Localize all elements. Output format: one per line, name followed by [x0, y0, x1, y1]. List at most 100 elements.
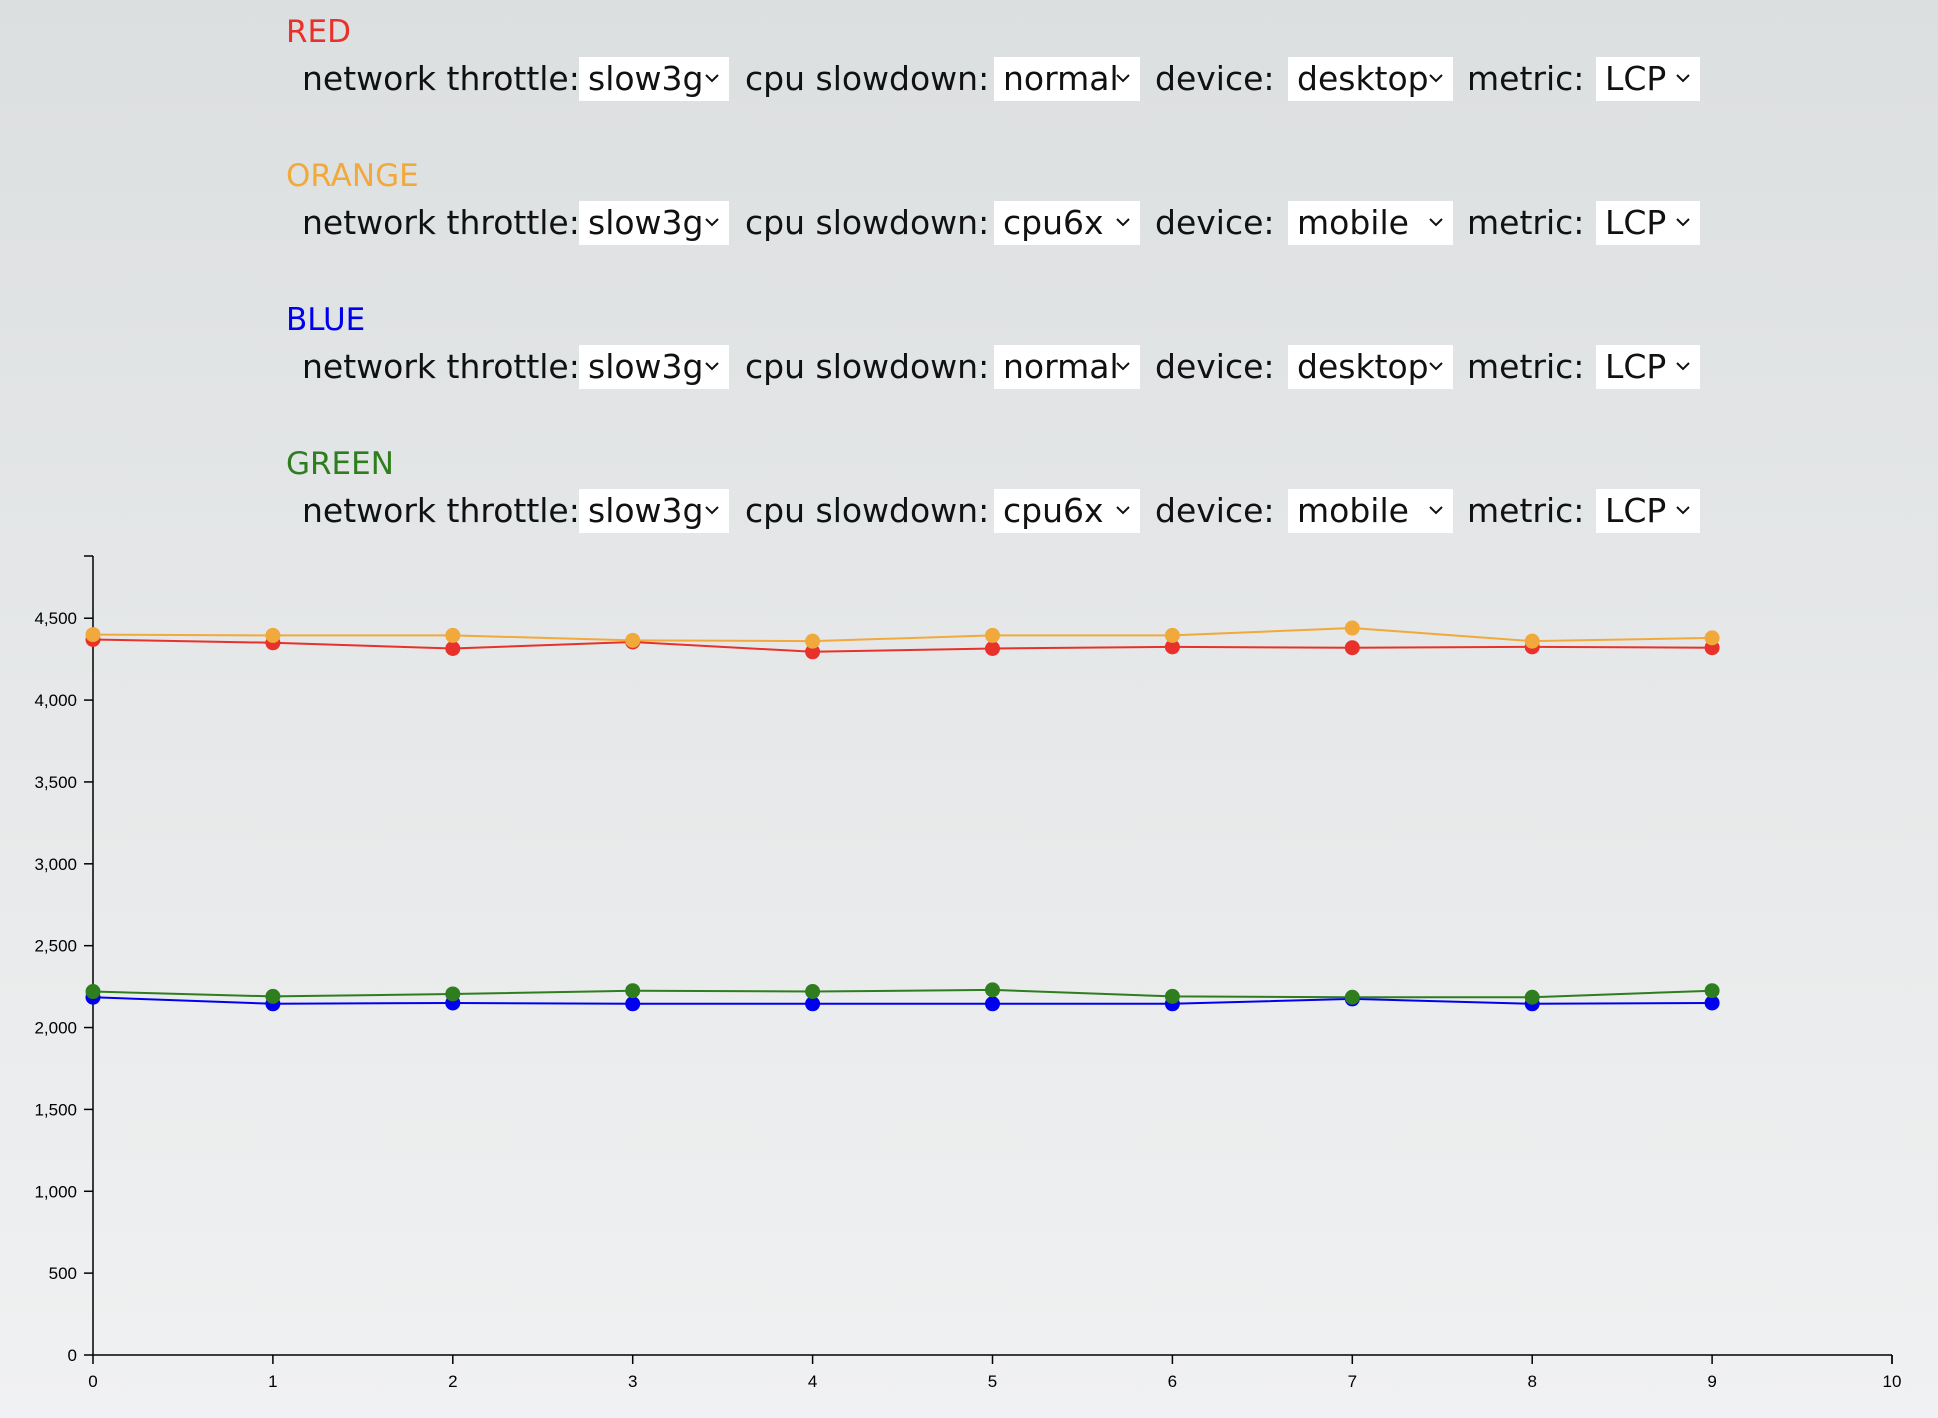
series-point-3 [1524, 989, 1540, 1005]
series-point-2 [805, 996, 821, 1012]
cpu-select-green[interactable]: cpu6x [994, 489, 1140, 533]
series-point-1 [445, 627, 461, 643]
group-title-red: RED [286, 14, 351, 50]
device-select-green[interactable]: mobile [1288, 489, 1453, 533]
filter-row-blue: network throttle: slow3g cpu slowdown: norm… [302, 344, 1702, 390]
y-tick-label: 1,000 [34, 1182, 77, 1201]
cpu-select-value: normal [1003, 347, 1119, 386]
y-tick-label: 1,500 [34, 1100, 77, 1119]
metric-select-red[interactable]: LCP [1596, 57, 1700, 101]
series-point-1 [1344, 620, 1360, 636]
cpu-label: cpu slowdown: [745, 203, 990, 242]
network-label: network throttle: [302, 491, 580, 530]
filter-row-orange: network throttle: slow3g cpu slowdown: cpu6… [302, 200, 1702, 246]
device-select-value: desktop [1297, 59, 1429, 98]
y-tick-label: 2,000 [34, 1019, 77, 1038]
series-point-1 [85, 627, 101, 643]
series-point-3 [85, 984, 101, 1000]
series-point-1 [625, 632, 641, 648]
device-select-value: mobile [1297, 203, 1409, 242]
group-title-green: GREEN [286, 446, 394, 482]
series-line-2 [92, 996, 1713, 1005]
x-tick-label: 0 [88, 1372, 97, 1391]
cpu-label: cpu slowdown: [745, 347, 990, 386]
group-title-blue: BLUE [286, 302, 366, 338]
network-select-value: slow3g [588, 203, 704, 242]
cpu-select-blue[interactable]: normal [994, 345, 1140, 389]
series-point-1 [1704, 630, 1720, 646]
y-tick-label: 4,500 [34, 609, 77, 628]
series-point-2 [1704, 995, 1720, 1011]
network-select-value: slow3g [588, 347, 704, 386]
series-point-0 [985, 641, 1000, 657]
series-point-0 [1344, 640, 1360, 656]
y-tick-label: 3,500 [34, 773, 77, 792]
network-select-orange[interactable]: slow3g [579, 201, 729, 245]
cpu-select-value: cpu6x [1003, 203, 1104, 242]
cpu-select-red[interactable]: normal [994, 57, 1140, 101]
device-select-red[interactable]: desktop [1288, 57, 1453, 101]
metric-label: metric: [1467, 491, 1585, 530]
series-point-1 [985, 627, 1000, 643]
series-point-0 [445, 641, 461, 657]
series-point-2 [985, 996, 1000, 1012]
metric-select-value: LCP [1605, 491, 1667, 530]
metric-select-orange[interactable]: LCP [1596, 201, 1700, 245]
device-label: device: [1155, 491, 1275, 530]
cpu-select-orange[interactable]: cpu6x [994, 201, 1140, 245]
x-tick-label: 5 [988, 1372, 997, 1391]
device-select-value: mobile [1297, 491, 1409, 530]
network-label: network throttle: [302, 59, 580, 98]
device-label: device: [1155, 59, 1275, 98]
x-tick-label: 9 [1707, 1372, 1716, 1391]
series-point-2 [625, 996, 641, 1012]
series-line-0 [92, 638, 1713, 653]
series-point-1 [1164, 627, 1180, 643]
metric-select-value: LCP [1605, 203, 1667, 242]
metric-select-value: LCP [1605, 347, 1667, 386]
network-select-green[interactable]: slow3g [579, 489, 729, 533]
y-tick-label: 3,000 [34, 855, 77, 874]
x-tick-label: 2 [448, 1372, 457, 1391]
series-point-3 [985, 982, 1000, 998]
x-tick-label: 10 [1883, 1372, 1902, 1391]
filter-row-green: network throttle: slow3g cpu slowdown: cpu6… [302, 488, 1702, 534]
device-label: device: [1155, 203, 1275, 242]
x-tick-label: 6 [1168, 1372, 1177, 1391]
cpu-select-value: normal [1003, 59, 1119, 98]
series-point-3 [805, 984, 821, 1000]
network-label: network throttle: [302, 203, 580, 242]
series-point-3 [1704, 983, 1720, 999]
network-select-blue[interactable]: slow3g [579, 345, 729, 389]
network-select-red[interactable]: slow3g [579, 57, 729, 101]
series-point-3 [625, 983, 641, 999]
metric-label: metric: [1467, 347, 1585, 386]
metric-select-blue[interactable]: LCP [1596, 345, 1700, 389]
device-select-orange[interactable]: mobile [1288, 201, 1453, 245]
y-tick-label: 4,000 [34, 691, 77, 710]
cpu-label: cpu slowdown: [745, 59, 990, 98]
y-tick-label: 0 [68, 1346, 77, 1365]
metric-select-value: LCP [1605, 59, 1667, 98]
cpu-select-value: cpu6x [1003, 491, 1104, 530]
series-point-1 [805, 633, 821, 649]
series-point-3 [1164, 988, 1180, 1004]
network-select-value: slow3g [588, 491, 704, 530]
metric-select-green[interactable]: LCP [1596, 489, 1700, 533]
series-point-1 [1524, 633, 1540, 649]
series-point-3 [265, 988, 281, 1004]
device-label: device: [1155, 347, 1275, 386]
network-label: network throttle: [302, 347, 580, 386]
series-line-3 [92, 988, 1713, 999]
x-tick-label: 4 [808, 1372, 817, 1391]
filter-row-red: network throttle: slow3g cpu slowdown: norm… [302, 56, 1702, 102]
y-tick-label: 2,500 [34, 937, 77, 956]
cpu-label: cpu slowdown: [745, 491, 990, 530]
network-select-value: slow3g [588, 59, 704, 98]
device-select-value: desktop [1297, 347, 1429, 386]
series-point-3 [445, 986, 461, 1002]
device-select-blue[interactable]: desktop [1288, 345, 1453, 389]
series-point-1 [265, 627, 281, 643]
group-title-orange: ORANGE [286, 158, 419, 194]
